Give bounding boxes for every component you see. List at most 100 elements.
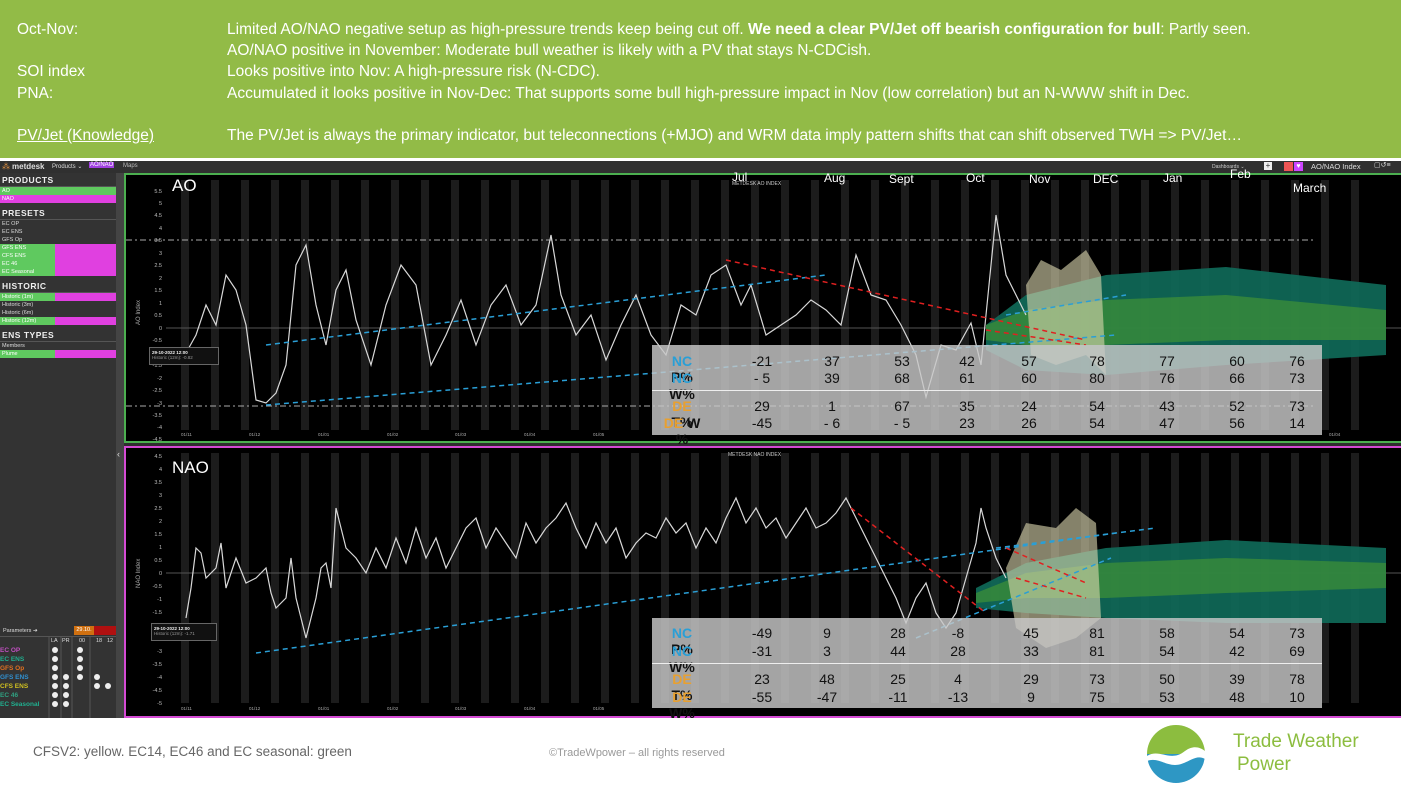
table-row: NC P% -49 9 28 -8 45 81 58 54 73 — [671, 625, 1305, 657]
nav-ao-nao[interactable]: AO/NAO — [89, 162, 115, 168]
nao-chart-panel: 4.543.532.521.510.50-0.5-1-1.5-2-2.5-3-3… — [124, 446, 1401, 721]
sidebar-item-nao[interactable]: NAO — [0, 195, 116, 203]
pv-jet-link[interactable]: PV/Jet (Knowledge) — [17, 127, 154, 144]
svg-text:0.5: 0.5 — [154, 558, 162, 564]
svg-text:2: 2 — [159, 276, 162, 282]
svg-text:-4.5: -4.5 — [153, 437, 162, 441]
preset-ec-ens[interactable]: EC ENS — [2, 229, 23, 235]
svg-text:-2: -2 — [157, 376, 162, 382]
panel-title: AO/NAO Index — [1311, 162, 1361, 171]
param-row-ec-op[interactable]: EC OP — [0, 647, 21, 654]
svg-text:3.5: 3.5 — [154, 238, 162, 244]
svg-text:-4: -4 — [157, 425, 162, 431]
param-row-ec-seasonal[interactable]: EC Seasonal — [0, 701, 40, 708]
preset-gfs-ens[interactable]: GFS ENS — [0, 244, 116, 252]
table-row: NC W% -31 3 44 28 33 81 54 42 69 — [669, 643, 1305, 675]
param-row-gfs-op[interactable]: GFS Op — [0, 665, 25, 672]
ao-subtitle: METDESK AO INDEX — [732, 181, 782, 187]
nav-products[interactable]: Products ⌄ — [52, 164, 83, 170]
svg-text:4: 4 — [159, 226, 162, 232]
preset-ec-seasonal[interactable]: EC Seasonal — [0, 268, 116, 276]
chevron-left-icon: ‹ — [117, 449, 120, 459]
historic-1m[interactable]: Historic (1m) — [0, 293, 116, 301]
row-text: Looks positive into Nov: A high-pressure… — [227, 63, 600, 80]
ens-plume[interactable]: Plume — [0, 350, 116, 358]
nao-tooltip: 29-10-2022 12:00 Historic (12m): -1.71 — [151, 623, 217, 641]
svg-text:NAO Index: NAO Index — [136, 559, 142, 588]
svg-text:0: 0 — [159, 571, 162, 577]
ens-members[interactable]: Members — [2, 343, 25, 349]
row-label: Oct-Nov: — [17, 21, 79, 38]
row-text: Accumulated it looks positive in Nov-Dec… — [227, 85, 1190, 102]
param-row-ec-46[interactable]: EC 46 — [0, 692, 19, 699]
table-row: DE W % -45- 6- 5 23 26 54 47 56 14 — [663, 415, 1305, 447]
commentary-banner: Oct-Nov: Limited AO/NAO negative setup a… — [0, 0, 1401, 158]
svg-text:5: 5 — [159, 201, 162, 207]
heart-icon[interactable]: ♥ — [1294, 162, 1303, 171]
preset-cfs-ens[interactable]: CFS ENS — [0, 252, 116, 260]
svg-text:5.5: 5.5 — [154, 189, 162, 195]
svg-text:-3.5: -3.5 — [153, 413, 162, 419]
parameters-label[interactable]: Parameters ➔ — [3, 628, 38, 634]
nao-stats-table: NC P% -49 9 28 -8 45 81 58 54 73 NC W% -31 3 44 28 3… — [652, 618, 1322, 721]
table-row: NC P% -21 37 53 42 57 78 77 60 76 — [671, 353, 1305, 385]
ao-chart-panel: 5.554.543.532.521.510.50-0.5-1-1.5-2-2.5… — [124, 167, 1401, 447]
svg-text:3: 3 — [159, 493, 162, 499]
dashboards-menu[interactable]: Dashboards ⌄ — [1212, 164, 1245, 170]
ens-types-header: ENS TYPES — [0, 328, 116, 342]
svg-text:-3: -3 — [157, 649, 162, 655]
historic-6m[interactable]: Historic (6m) — [2, 310, 34, 316]
presets-header: PRESETS — [0, 206, 116, 220]
row-text: The PV/Jet is always the primary indicat… — [227, 127, 1242, 144]
table-row: DE W% -55 -47 -11 -13 9 75 53 48 10 — [669, 689, 1305, 721]
sidebar: PRODUCTS AO NAO PRESETS EC OP EC ENS GFS… — [0, 173, 116, 719]
logo-icon: ⁂ — [2, 162, 10, 171]
brand: metdesk — [12, 162, 45, 171]
collapse-sidebar-button[interactable]: ‹ — [116, 173, 124, 718]
window-controls-icon[interactable]: ▢↺≡ — [1374, 162, 1391, 169]
preset-gfs-op[interactable]: GFS Op — [2, 237, 23, 243]
svg-text:-1.5: -1.5 — [153, 363, 162, 369]
table-row: DE T% 23 48 25 4 29 73 50 39 78 — [671, 671, 1305, 703]
svg-text:3.5: 3.5 — [154, 480, 162, 486]
svg-text:-3.5: -3.5 — [153, 662, 162, 668]
svg-text:4: 4 — [159, 467, 162, 473]
ao-tooltip: 29-10-2022 12:00 Historic (12m): -0.82 — [149, 347, 219, 365]
ao-title: AO — [172, 176, 197, 195]
svg-text:-0.5: -0.5 — [153, 584, 162, 590]
svg-text:1: 1 — [159, 301, 162, 307]
table-row: NC W% - 5 39 68 61 60 80 76 66 73 — [669, 370, 1305, 402]
svg-text:0: 0 — [159, 326, 162, 332]
row-label: PNA: — [17, 85, 54, 102]
svg-text:2: 2 — [159, 519, 162, 525]
svg-text:-4.5: -4.5 — [153, 688, 162, 694]
svg-text:2.5: 2.5 — [154, 506, 162, 512]
param-row-ec-ens[interactable]: EC ENS — [0, 656, 25, 663]
params-date: 29.10. — [74, 626, 94, 635]
preset-ec-46[interactable]: EC 46 — [0, 260, 116, 268]
svg-text:-1.5: -1.5 — [153, 610, 162, 616]
historic-3m[interactable]: Historic (3m) — [2, 302, 34, 308]
param-row-cfs-ens[interactable]: CFS ENS — [0, 683, 29, 690]
svg-text:-3: -3 — [157, 401, 162, 407]
svg-text:-1: -1 — [157, 597, 162, 603]
svg-text:-5: -5 — [157, 701, 162, 707]
alert-icon[interactable] — [1284, 162, 1293, 171]
svg-text:AO Index: AO Index — [136, 300, 142, 325]
sidebar-item-ao[interactable]: AO — [0, 187, 116, 195]
svg-text:3: 3 — [159, 251, 162, 257]
checkmark-grid-icon[interactable] — [0, 637, 116, 719]
preset-ec-op[interactable]: EC OP — [2, 221, 20, 227]
top-bar: ⁂ metdesk Products ⌄ AO/NAO Maps Dashboa… — [0, 161, 1401, 173]
svg-text:1: 1 — [159, 545, 162, 551]
nav-maps[interactable]: Maps — [123, 163, 138, 169]
historic-header: HISTORIC — [0, 279, 116, 293]
table-row: DE T% 29 1 67 35 24 54 43 52 73 — [671, 398, 1305, 430]
historic-12m[interactable]: Historic (12m) — [0, 317, 116, 325]
svg-text:1.5: 1.5 — [154, 288, 162, 294]
param-row-gfs-ens[interactable]: GFS ENS — [0, 674, 29, 681]
svg-text:1.5: 1.5 — [154, 532, 162, 538]
row-label: SOI index — [17, 63, 86, 80]
add-icon[interactable]: + — [1264, 161, 1272, 170]
svg-text:4.5: 4.5 — [154, 213, 162, 219]
